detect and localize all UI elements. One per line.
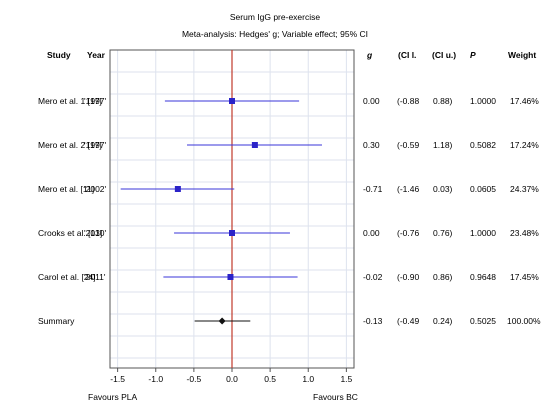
ci-upper-value: 0.86) — [433, 272, 453, 282]
x-axis: -1.5 -1.0 -0.5 0.0 0.5 1.0 1.5 — [110, 368, 353, 384]
ci-lower-value: (-0.59 — [397, 140, 419, 150]
ci-upper-value: 0.88) — [433, 96, 453, 106]
header-ci-lower: (CI l. — [398, 50, 416, 60]
x-tick-label: 0.0 — [226, 374, 238, 384]
effect-marker — [229, 98, 235, 104]
favours-right-label: Favours BC — [313, 392, 358, 402]
ci-lower-value: (-0.76 — [397, 228, 419, 238]
x-tick-label: 0.5 — [264, 374, 276, 384]
x-tick-label: 1.5 — [340, 374, 352, 384]
weight-value: 23.48% — [510, 228, 539, 238]
p-value: 0.5082 — [470, 140, 496, 150]
favours-left-label: Favours PLA — [88, 392, 137, 402]
effect-marker — [227, 274, 234, 280]
x-tick-label: -1.0 — [148, 374, 163, 384]
weight-value: 17.45% — [510, 272, 539, 282]
g-value: -0.71 — [363, 184, 383, 194]
summary-label: Summary — [38, 316, 75, 326]
header-g: g — [366, 50, 373, 60]
weight-value: 17.46% — [510, 96, 539, 106]
study-label: Carol et al. [24] — [38, 272, 96, 282]
weight-value: 24.37% — [510, 184, 539, 194]
year-label: '2002' — [84, 184, 107, 194]
p-value: 0.5025 — [470, 316, 496, 326]
effect-marker — [229, 230, 235, 236]
study-label: Mero et al. [11] — [38, 184, 94, 194]
p-value: 1.0000 — [470, 96, 496, 106]
x-tick-label: -0.5 — [187, 374, 202, 384]
effect-marker — [174, 186, 181, 192]
g-value: -0.02 — [363, 272, 383, 282]
header-weight: Weight — [508, 50, 536, 60]
study-label: Crooks et al. [13] — [38, 228, 102, 238]
weight-value: 17.24% — [510, 140, 539, 150]
year-label: '2011' — [84, 272, 106, 282]
ci-lower-value: (-0.49 — [397, 316, 419, 326]
g-value: 0.00 — [363, 96, 380, 106]
ci-upper-value: 1.18) — [433, 140, 453, 150]
p-value: 0.9648 — [470, 272, 496, 282]
chart-subtitle: Meta-analysis: Hedges' g; Variable effec… — [182, 29, 368, 39]
g-value: 0.00 — [363, 228, 380, 238]
header-year: Year — [87, 50, 106, 60]
ci-lower-value: (-0.88 — [397, 96, 419, 106]
year-label: '1997' — [84, 140, 107, 150]
ci-upper-value: 0.76) — [433, 228, 453, 238]
ci-upper-value: 0.24) — [433, 316, 453, 326]
year-label: '2010' — [84, 228, 107, 238]
x-tick-label: 1.0 — [302, 374, 314, 384]
effect-marker — [251, 142, 258, 148]
header-study: Study — [47, 50, 71, 60]
g-value: 0.30 — [363, 140, 380, 150]
p-value: 0.0605 — [470, 184, 496, 194]
chart-title: Serum IgG pre-exercise — [230, 12, 320, 22]
header-p: P — [470, 50, 476, 60]
header-ci-upper: (CI u.) — [432, 50, 456, 60]
weight-value: 100.00% — [507, 316, 541, 326]
ci-lower-value: (-0.90 — [397, 272, 419, 282]
study-label: Mero et al. 1 [17] — [38, 96, 102, 106]
ci-upper-value: 0.03) — [433, 184, 453, 194]
study-rows: Mero et al. 1 [17]'1997' 0.00 (-0.88 0.88) 1… — [38, 96, 539, 282]
summary-diamond — [218, 317, 226, 325]
p-value: 1.0000 — [470, 228, 496, 238]
summary-row: Summary -0.13 (-0.49 0.24) 0.5025 100.00% — [38, 316, 541, 326]
ci-lower-value: (-1.46 — [397, 184, 419, 194]
study-label: Mero et al. 2 [17] — [38, 140, 102, 150]
year-label: '1997' — [84, 96, 107, 106]
g-value: -0.13 — [363, 316, 383, 326]
x-tick-label: -1.5 — [110, 374, 125, 384]
